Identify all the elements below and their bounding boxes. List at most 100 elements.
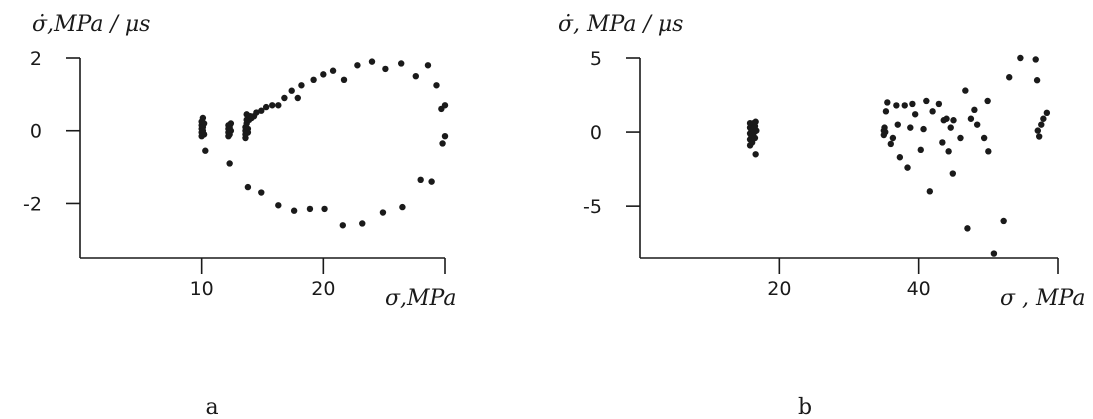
data-point bbox=[904, 164, 911, 171]
data-point bbox=[923, 97, 930, 105]
data-point bbox=[957, 134, 964, 142]
data-point bbox=[441, 102, 449, 109]
data-point bbox=[258, 189, 265, 196]
y-tick-label: 0 bbox=[30, 121, 42, 143]
data-point bbox=[382, 65, 389, 73]
chart-panel-a: σ̇,MPa / μs σ,MPa a 20-210 20 bbox=[23, 12, 456, 419]
data-point bbox=[258, 107, 265, 114]
y-axis-label: σ̇,MPa / μs bbox=[32, 12, 150, 37]
data-point bbox=[752, 151, 759, 158]
data-point bbox=[980, 134, 988, 142]
data-point bbox=[294, 94, 301, 102]
data-point bbox=[889, 134, 897, 142]
data-point bbox=[907, 124, 914, 131]
data-point bbox=[244, 129, 252, 136]
data-point bbox=[949, 170, 957, 177]
data-point bbox=[310, 76, 317, 84]
panel-caption: b bbox=[798, 395, 812, 419]
data-point bbox=[753, 127, 760, 134]
data-point bbox=[298, 82, 305, 89]
data-point bbox=[424, 62, 432, 69]
data-point bbox=[943, 115, 950, 122]
data-point bbox=[917, 146, 924, 154]
data-point bbox=[227, 120, 235, 127]
data-point bbox=[882, 128, 889, 136]
data-point bbox=[893, 102, 900, 109]
chart-panel-b: σ̇, MPa / μs σ , MPa b 5 0 -5 20 40 bbox=[558, 12, 1085, 419]
data-point bbox=[368, 58, 376, 65]
data-point bbox=[439, 140, 446, 147]
data-point bbox=[752, 118, 759, 125]
data-point bbox=[1035, 133, 1043, 140]
data-point bbox=[321, 205, 328, 213]
data-point bbox=[1038, 121, 1045, 128]
data-point bbox=[199, 114, 207, 122]
data-point bbox=[950, 117, 957, 124]
data-point bbox=[306, 205, 314, 213]
data-point bbox=[990, 250, 998, 257]
data-point bbox=[926, 188, 934, 195]
data-point bbox=[339, 222, 346, 229]
data-point bbox=[939, 139, 946, 146]
data-point bbox=[947, 124, 954, 131]
data-point bbox=[935, 100, 943, 108]
data-point bbox=[441, 132, 449, 140]
y-tick-label: 5 bbox=[590, 48, 602, 70]
data-point bbox=[290, 207, 298, 214]
x-axis-label: σ,MPa bbox=[385, 286, 456, 311]
data-point bbox=[275, 102, 282, 109]
data-point bbox=[1000, 217, 1007, 225]
data-point bbox=[973, 121, 981, 128]
data-point bbox=[433, 82, 440, 89]
y-tick-label: -2 bbox=[23, 193, 42, 215]
data-point bbox=[320, 71, 327, 78]
data-point bbox=[329, 67, 337, 74]
data-point bbox=[275, 202, 282, 209]
data-point bbox=[428, 178, 435, 185]
data-point bbox=[202, 147, 209, 154]
data-point bbox=[269, 102, 276, 109]
data-point bbox=[920, 125, 927, 133]
data-point bbox=[226, 160, 233, 167]
data-point bbox=[751, 134, 759, 142]
data-point bbox=[884, 99, 891, 106]
data-point bbox=[1006, 74, 1013, 81]
data-point bbox=[244, 183, 252, 191]
x-tick-label: 40 bbox=[907, 278, 931, 300]
y-axis-label: σ̇, MPa / μs bbox=[558, 12, 683, 37]
data-point bbox=[1043, 109, 1051, 117]
data-point bbox=[1017, 54, 1024, 62]
data-point bbox=[1034, 127, 1041, 134]
x-tick-label: 20 bbox=[311, 278, 335, 300]
x-axis-label: σ , MPa bbox=[1000, 286, 1085, 311]
data-point bbox=[340, 76, 348, 84]
data-point bbox=[984, 97, 991, 105]
x-tick-label: 20 bbox=[767, 278, 791, 300]
data-point bbox=[971, 106, 978, 114]
data-point bbox=[262, 103, 270, 111]
data-point bbox=[929, 108, 936, 115]
data-point bbox=[359, 220, 366, 227]
data-point bbox=[354, 62, 361, 69]
data-point bbox=[894, 121, 901, 128]
data-point bbox=[1040, 115, 1047, 122]
y-tick-label: 2 bbox=[30, 48, 42, 70]
x-tick-label: 10 bbox=[190, 278, 214, 300]
data-point bbox=[253, 109, 260, 116]
data-point bbox=[945, 148, 952, 155]
data-point bbox=[281, 94, 288, 102]
data-point bbox=[887, 140, 894, 148]
data-point bbox=[417, 176, 424, 184]
data-point bbox=[901, 102, 908, 109]
data-point bbox=[985, 148, 992, 155]
data-point bbox=[967, 115, 975, 122]
panel-caption: a bbox=[205, 395, 218, 419]
data-point bbox=[399, 203, 406, 211]
data-point bbox=[379, 209, 387, 216]
data-point bbox=[909, 100, 916, 108]
data-point bbox=[962, 87, 969, 94]
data-point bbox=[896, 154, 904, 161]
data-point bbox=[412, 72, 419, 80]
data-point bbox=[288, 87, 295, 94]
